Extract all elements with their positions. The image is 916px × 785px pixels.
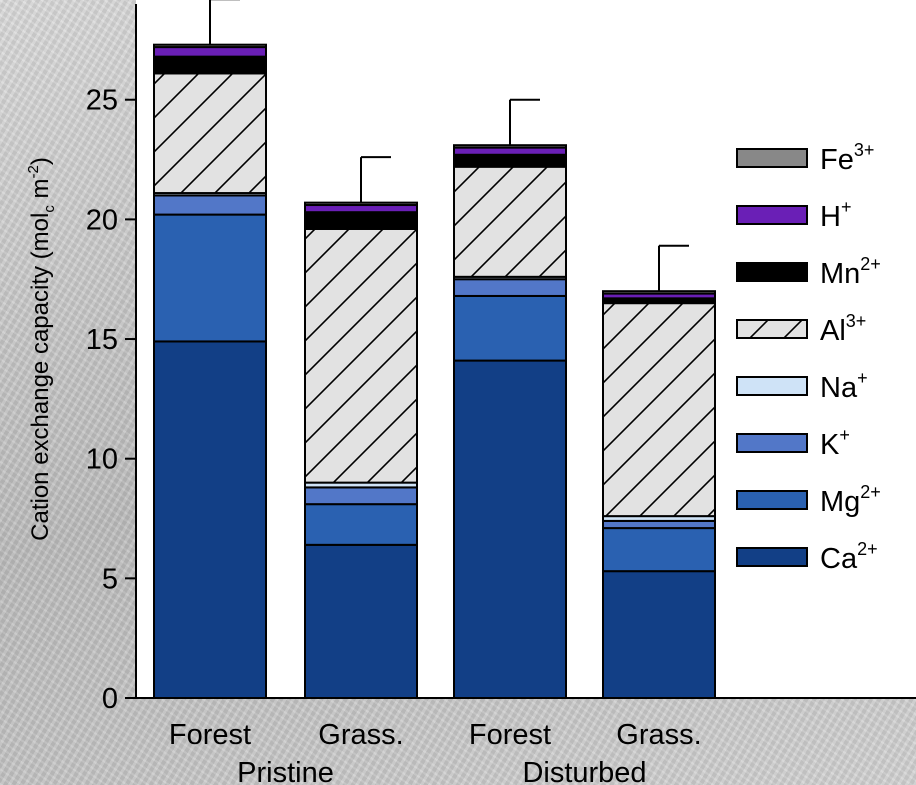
- legend-ion-charge: 3+: [854, 140, 875, 160]
- x-tick-label: Grass.: [318, 719, 403, 751]
- legend-ion-name: Al: [820, 315, 846, 347]
- bar-segment-h-1: [153, 46, 267, 58]
- legend-swatch-al: [736, 319, 808, 339]
- legend-swatch-na: [736, 376, 808, 396]
- bar-segment-mg-1: [153, 213, 267, 343]
- bar-segment-k-2: [304, 486, 418, 506]
- legend-swatch-mn: [736, 262, 808, 282]
- legend-swatch-h: [736, 205, 808, 225]
- legend-swatch-mg: [736, 490, 808, 510]
- bar-segment-fe-2: [304, 201, 418, 207]
- legend-ion-name: Fe: [820, 144, 854, 176]
- legend-label-na: Na+: [820, 368, 868, 404]
- bar-segment-al-3: [453, 165, 567, 278]
- legend-ion-charge: +: [839, 425, 850, 445]
- bar-segment-mg-3: [453, 294, 567, 362]
- legend-ion-name: Ca: [820, 543, 858, 575]
- x-tick-label: Forest: [469, 719, 551, 751]
- legend-ion-charge: 3+: [846, 311, 867, 331]
- bar-segment-mn-2: [304, 211, 418, 230]
- y-tick-label: 0: [102, 683, 118, 715]
- legend-ion-charge: 2+: [860, 254, 881, 274]
- bars-layer: [153, 0, 716, 700]
- bar-segment-ca-2: [304, 543, 418, 699]
- y-tick-label: 5: [102, 563, 118, 595]
- legend-ion-name: K: [820, 429, 840, 461]
- bar-segment-k-1: [153, 194, 267, 216]
- legend-ion-charge: 2+: [860, 482, 881, 502]
- bar-segment-ca-1: [153, 340, 267, 699]
- x-tick-label: Grass.: [616, 719, 701, 751]
- legend-label-al: Al3+: [820, 311, 866, 347]
- bar-segment-ca-3: [453, 359, 567, 699]
- bar-segment-mn-1: [153, 55, 267, 75]
- legend-label-ca: Ca2+: [820, 539, 878, 575]
- bar-segment-h-2: [304, 204, 418, 214]
- x-group-label: Pristine: [237, 757, 334, 785]
- y-tick-label: 10: [86, 444, 118, 476]
- legend-swatch-k: [736, 433, 808, 453]
- bar-segment-mg-4: [602, 527, 716, 573]
- legend-swatch-ca: [736, 547, 808, 567]
- legend-ion-name: Mn: [820, 258, 860, 290]
- legend-ion-charge: +: [857, 368, 868, 388]
- y-tick-label: 15: [86, 324, 118, 356]
- legend-ion-charge: 2+: [857, 539, 878, 559]
- legend-swatch-fe: [736, 148, 808, 168]
- y-axis-label: Cation exchange capacity (molc m-2): [25, 157, 58, 541]
- bar-segment-fe-3: [453, 144, 567, 149]
- y-tick-label: 20: [86, 204, 118, 236]
- legend-label-mg: Mg2+: [820, 482, 881, 518]
- legend-label-fe: Fe3+: [820, 140, 874, 176]
- x-tick-label: Forest: [169, 719, 251, 751]
- legend-ion-name: Na: [820, 372, 858, 404]
- legend-label-h: H+: [820, 197, 851, 233]
- legend-label-mn: Mn2+: [820, 254, 881, 290]
- legend-ion-name: Mg: [820, 486, 860, 518]
- x-group-label: Disturbed: [522, 757, 646, 785]
- bar-segment-fe-1: [153, 43, 267, 49]
- legend-label-k: K+: [820, 425, 850, 461]
- legend-ion-name: H: [820, 201, 841, 233]
- bar-segment-al-2: [304, 227, 418, 484]
- bar-segment-mg-2: [304, 503, 418, 546]
- bar-segment-ca-4: [602, 570, 716, 700]
- bar-segment-h-3: [453, 146, 567, 156]
- bar-segment-k-4: [602, 519, 716, 530]
- axes-layer: Forest Grass. Forest Grass. Pristine Disturbe…: [86, 4, 916, 785]
- bar-segment-al-1: [153, 72, 267, 195]
- bar-segment-fe-4: [602, 290, 716, 295]
- bar-segment-mn-3: [453, 153, 567, 168]
- bar-segment-al-4: [602, 302, 716, 518]
- legend: Fe3+H+Mn2+Al3+Na+K+Mg2+Ca2+: [736, 140, 881, 575]
- legend-ion-charge: +: [841, 197, 852, 217]
- bar-segment-k-3: [453, 278, 567, 297]
- y-tick-label: 25: [86, 85, 118, 117]
